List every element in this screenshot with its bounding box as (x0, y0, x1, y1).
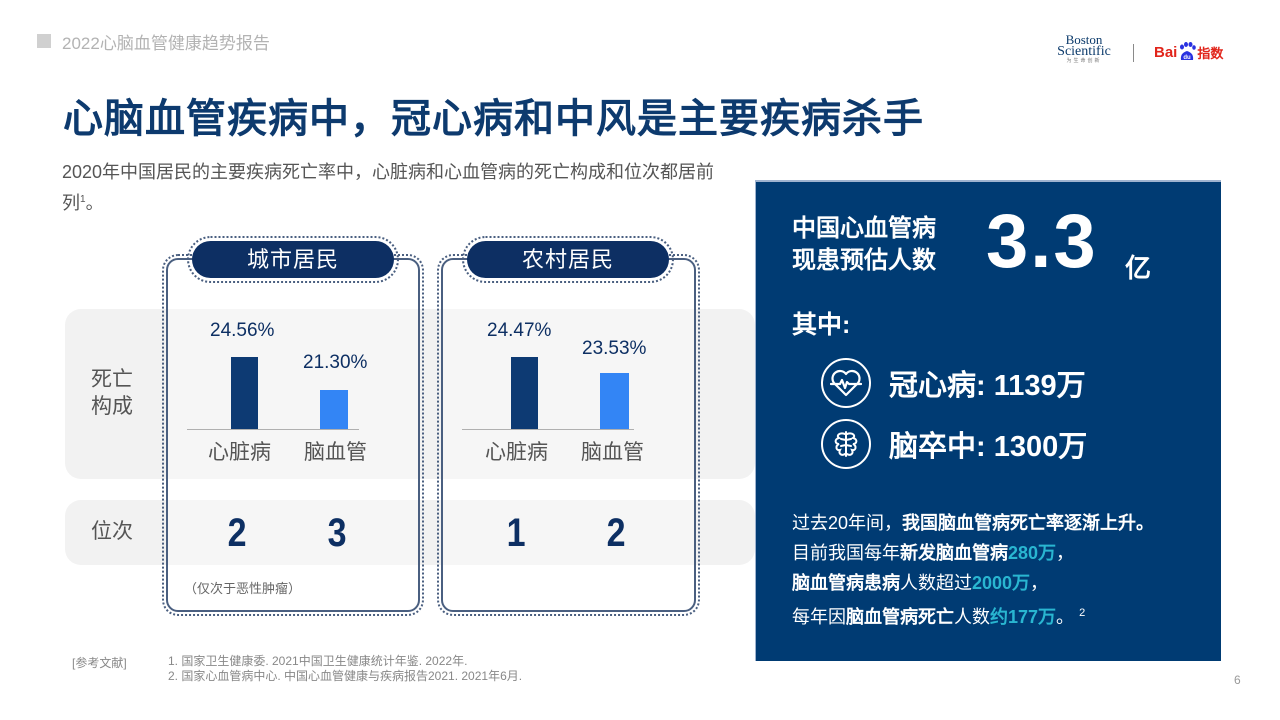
page-number: 6 (1234, 673, 1241, 687)
baidu-paw-icon: du (1178, 42, 1197, 62)
note-text: 每年因 (792, 607, 846, 627)
note-emphasis: 脑血管病患病 (792, 573, 900, 593)
panel-note: 过去20年间，我国脑血管病死亡率逐渐上升。 目前我国每年新发脑血管病280万， … (792, 508, 1212, 632)
rank-value: 2 (606, 511, 626, 555)
card-title-rural: 农村居民 (462, 236, 674, 283)
row-label-death: 死亡 构成 (91, 366, 133, 420)
card-urban: 城市居民 24.56% 21.30% 心脏病 脑血管 2 3 （仅次于恶性肿瘤） (162, 236, 424, 616)
category-label: 脑血管 (304, 441, 367, 464)
report-title: 2022心脑血管健康趋势报告 (62, 34, 270, 53)
bar-brain (600, 373, 629, 430)
subtitle-text: 2020年中国居民的主要疾病死亡率中，心脏病和心血管病的死亡构成和位次都居前列 (62, 162, 715, 213)
patient-count-unit: 亿 (1125, 253, 1152, 283)
bar-chart-urban: 24.56% 21.30% (187, 320, 367, 430)
stat-stroke: 脑卒中: 1300万 (821, 419, 1087, 469)
note-text: 过去20年间， (792, 513, 903, 533)
page-title: 心脑血管疾病中，冠心病和中风是主要疾病杀手 (63, 97, 924, 141)
logo-text: 指数 (1197, 45, 1224, 61)
logo-divider (1133, 44, 1134, 62)
death-composition-band (65, 309, 755, 479)
category-label: 心脏病 (208, 441, 271, 464)
rank-band (65, 500, 755, 565)
bar-brain (320, 390, 348, 430)
panel-heading-line: 现患预估人数 (792, 247, 936, 274)
rank-note: （仅次于恶性肿瘤） (184, 581, 302, 596)
note-text: 人数超过 (900, 573, 972, 593)
panel-heading: 中国心血管病 现患预估人数 (792, 213, 936, 277)
note-emphasis: 脑血管病死亡 (846, 607, 954, 627)
category-label: 心脏病 (485, 441, 548, 464)
note-line: 每年因脑血管病死亡人数约177万。 2 (792, 598, 1212, 632)
rank-value: 2 (227, 511, 247, 555)
references-list: 1. 国家卫生健康委. 2021中国卫生健康统计年鉴. 2022年. 2. 国家… (168, 654, 522, 684)
note-text: ， (1056, 543, 1075, 563)
reference-item: 2. 国家心血管病中心. 中国心血管健康与疾病报告2021. 2021年6月. (168, 669, 523, 683)
bar-value: 24.47% (487, 320, 552, 341)
stat-stroke-text: 脑卒中: 1300万 (889, 431, 1088, 463)
note-line: 脑血管病患病人数超过2000万， (792, 568, 1212, 598)
heart-pulse-icon (821, 358, 871, 408)
patient-count: 3.3 (986, 199, 1098, 284)
card-rural: 农村居民 24.47% 23.53% 心脏病 脑血管 1 2 (437, 236, 700, 616)
stat-coronary: 冠心病: 1139万 (821, 358, 1086, 408)
boston-scientific-logo: Boston Scientific 为生命创新 (1050, 32, 1118, 65)
bar-chart-rural: 24.47% 23.53% (462, 320, 646, 430)
panel-heading-line: 中国心血管病 (792, 215, 936, 242)
note-line: 过去20年间，我国脑血管病死亡率逐渐上升。 (792, 508, 1212, 538)
reference-marker: 2 (1079, 607, 1086, 619)
note-highlight: 280万 (1008, 543, 1057, 563)
card-title-urban: 城市居民 (187, 236, 399, 283)
summary-panel: 中国心血管病 现患预估人数 3.3 亿 其中: 冠心病: 1139万 脑卒中: … (755, 180, 1221, 661)
note-text: ， (1030, 573, 1049, 593)
bar-heart (231, 357, 258, 430)
logo-text: Bai (1154, 43, 1178, 61)
row-label-rank: 位次 (91, 520, 133, 543)
logo-text: Boston (1065, 32, 1103, 47)
rank-value: 1 (506, 511, 526, 555)
note-emphasis: 我国脑血管病死亡率逐渐上升。 (902, 513, 1155, 533)
logo-tagline: 为生命创新 (1066, 59, 1102, 64)
reference-item: 1. 国家卫生健康委. 2021中国卫生健康统计年鉴. 2022年. (168, 654, 468, 668)
note-highlight: 2000万 (972, 573, 1031, 593)
rank-value: 3 (327, 511, 347, 555)
row-label-line: 构成 (91, 395, 133, 418)
references-label: [参考文献] (72, 656, 127, 670)
note-emphasis: 新发脑血管病 (900, 543, 1008, 563)
baidu-index-logo: Bai du 指数 (1154, 40, 1223, 64)
bar-value: 23.53% (582, 338, 647, 359)
subtitle: 2020年中国居民的主要疾病死亡率中，心脏病和心血管病的死亡构成和位次都居前列1… (62, 158, 722, 217)
svg-text:du: du (1184, 55, 1192, 61)
note-text: 目前我国每年 (792, 543, 900, 563)
note-highlight: 约177万 (990, 607, 1057, 627)
bar-heart (511, 357, 538, 430)
bar-value: 21.30% (303, 352, 368, 373)
logo-text: Scientific (1057, 44, 1111, 59)
subtitle-end: 。 (85, 193, 104, 213)
brain-icon (821, 419, 871, 469)
reference-marker: 1 (80, 194, 86, 205)
note-text: 人数 (954, 607, 990, 627)
stat-coronary-text: 冠心病: 1139万 (889, 370, 1086, 402)
note-line: 目前我国每年新发脑血管病280万， (792, 538, 1212, 568)
chart-axis (187, 429, 359, 430)
header-marker (37, 34, 51, 48)
bar-value: 24.56% (210, 320, 275, 341)
category-label: 脑血管 (581, 441, 644, 464)
chart-axis (462, 429, 634, 430)
among-label: 其中: (792, 311, 851, 339)
note-text: 。 (1056, 607, 1075, 627)
row-label-line: 死亡 (91, 368, 133, 391)
